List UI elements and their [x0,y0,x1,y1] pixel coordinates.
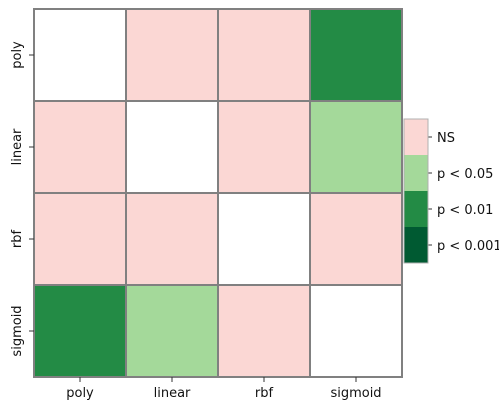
heatmap-cell-poly-linear [125,8,219,102]
heatmap-cell-linear-linear [125,100,219,194]
heatmap-cell-sigmoid-rbf [217,284,311,378]
heatmap-cell-sigmoid-linear [125,284,219,378]
legend-swatch [404,227,428,263]
heatmap-cell-rbf-rbf [217,192,311,286]
legend-swatch [404,191,428,227]
x-tick-label: sigmoid [330,386,381,401]
x-tick-label: rbf [255,386,274,401]
y-tick-labels: poly linear rbf sigmoid [10,41,34,357]
legend-swatch [404,119,428,155]
heatmap-cell-linear-poly [33,100,127,194]
heatmap-cell-rbf-sigmoid [309,192,403,286]
y-tick-label: rbf [10,229,25,248]
legend: NS p < 0.05 p < 0.01 p < 0.001 [403,118,499,264]
y-tick-label: poly [10,41,25,69]
heatmap-cell-poly-rbf [217,8,311,102]
legend-swatch [404,155,428,191]
heatmap-cells [33,8,403,378]
x-tick-label: poly [66,386,94,401]
legend-label: p < 0.05 [437,167,493,182]
legend-label: p < 0.01 [437,203,493,218]
y-tick-label: sigmoid [10,305,25,356]
heatmap-cell-poly-sigmoid [309,8,403,102]
heatmap-cell-linear-rbf [217,100,311,194]
x-tick-labels: poly linear rbf sigmoid [66,377,382,401]
legend-label: p < 0.001 [437,239,499,254]
heatmap-cell-rbf-linear [125,192,219,286]
heatmap-cell-linear-sigmoid [309,100,403,194]
x-tick-label: linear [154,386,191,401]
legend-border [403,118,429,264]
legend-label: NS [437,131,455,146]
heatmap-cell-poly-poly [33,8,127,102]
heatmap-cell-sigmoid-sigmoid [309,284,403,378]
heatmap-cell-sigmoid-poly [33,284,127,378]
y-tick-label: linear [10,128,25,165]
heatmap-cell-rbf-poly [33,192,127,286]
